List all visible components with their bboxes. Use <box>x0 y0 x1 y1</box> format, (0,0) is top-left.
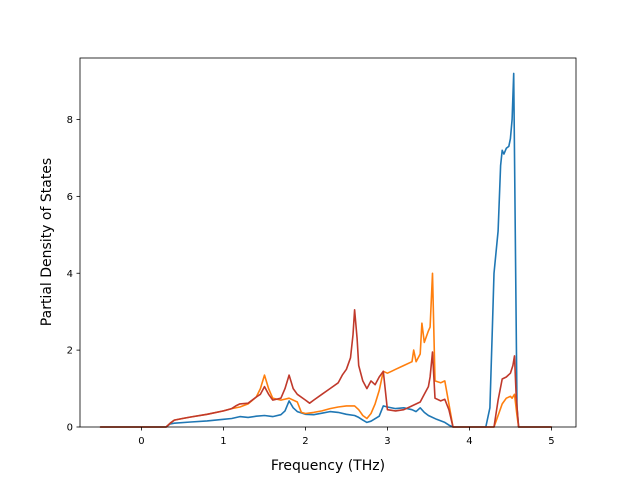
x-tick-label: 3 <box>384 436 390 447</box>
x-tick-label: 4 <box>466 436 472 447</box>
series-line-3 <box>99 308 553 428</box>
x-axis-label: Frequency (THz) <box>271 458 385 474</box>
plot-series-group <box>99 72 553 428</box>
y-tick-label: 2 <box>67 346 73 357</box>
y-tick-label: 0 <box>67 423 73 434</box>
x-axis-ticks: 0 1 2 3 4 5 <box>138 427 555 447</box>
y-axis-label: Partial Density of States <box>39 158 55 326</box>
series-line-1 <box>99 72 553 428</box>
y-axis-ticks: 0 2 4 6 8 <box>67 115 80 434</box>
plot-frame <box>79 57 577 428</box>
series-line-2 <box>99 272 553 428</box>
x-tick-label: 1 <box>220 436 226 447</box>
x-tick-label: 0 <box>138 436 144 447</box>
x-tick-label: 5 <box>548 436 554 447</box>
y-tick-label: 6 <box>67 192 73 203</box>
y-tick-label: 4 <box>67 269 73 280</box>
y-tick-label: 8 <box>67 115 73 126</box>
x-tick-label: 2 <box>302 436 308 447</box>
